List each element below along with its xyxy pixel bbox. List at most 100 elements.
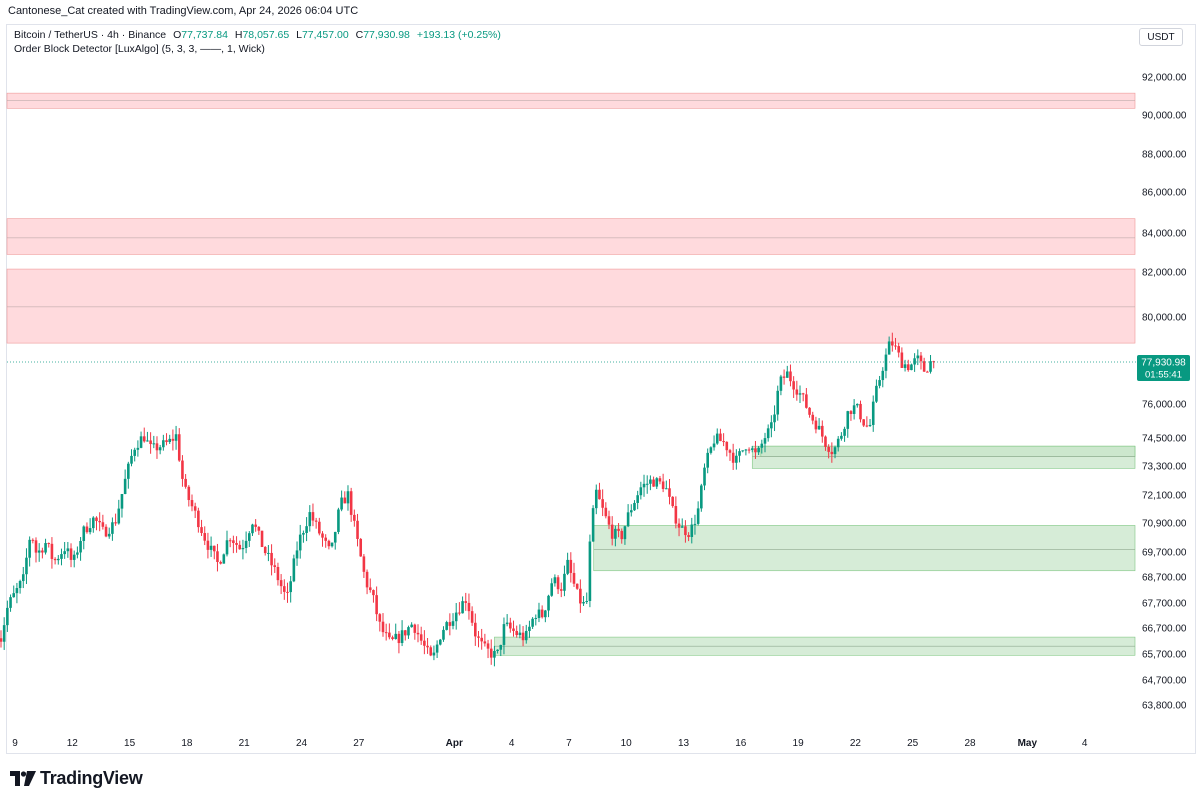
y-tick-label: 67,700.00 — [1142, 599, 1187, 610]
candle-body — [95, 517, 98, 521]
candle-body — [6, 607, 9, 626]
candle-body — [359, 538, 363, 557]
candle-body — [633, 502, 636, 511]
candle-body — [461, 601, 464, 614]
open-value: 77,737.84 — [181, 29, 228, 41]
candle-body — [728, 450, 732, 453]
candle-body — [910, 364, 913, 371]
candle-body — [620, 530, 624, 540]
candle-body — [566, 559, 569, 574]
bar-countdown: 01:55:41 — [1145, 370, 1182, 381]
low-label: L — [296, 29, 302, 41]
candle-body — [537, 609, 541, 618]
candle-body — [413, 624, 417, 633]
candle-body — [661, 481, 665, 489]
candle-body — [499, 644, 503, 650]
candle-body — [559, 589, 563, 591]
candle-body — [579, 588, 582, 604]
candle-body — [849, 411, 853, 414]
symbol-name[interactable]: Bitcoin / TetherUS · 4h · Binance — [14, 29, 167, 41]
candle-body — [594, 489, 598, 509]
candle-body — [891, 341, 894, 346]
candle-body — [206, 540, 210, 550]
candle-body — [719, 433, 722, 442]
candle-body — [776, 390, 780, 415]
candle-body — [865, 425, 869, 427]
close-label: C — [355, 29, 364, 41]
y-tick-label: 73,300.00 — [1142, 462, 1187, 473]
currency-selector[interactable]: USDT — [1139, 28, 1183, 46]
candle-body — [747, 449, 751, 451]
y-tick-label: 82,000.00 — [1142, 268, 1187, 279]
candle-body — [225, 540, 229, 555]
candle-body — [582, 602, 585, 604]
candle-body — [107, 533, 111, 537]
candle-body — [66, 548, 70, 552]
candle-body — [34, 540, 38, 553]
y-tick-label: 65,700.00 — [1142, 650, 1187, 661]
candle-body — [480, 637, 483, 642]
candle-body — [805, 394, 808, 408]
candle-body — [754, 448, 757, 453]
candle-body — [779, 376, 783, 391]
candle-body — [127, 463, 130, 479]
candle-body — [652, 479, 655, 487]
candle-body — [378, 614, 382, 622]
candle-body — [852, 405, 856, 414]
candle-body — [216, 551, 219, 562]
candle-body — [770, 422, 773, 429]
ohlc-row: Bitcoin / TetherUS · 4h · Binance O77,73… — [14, 28, 501, 42]
x-tick-label: 4 — [1082, 738, 1088, 749]
candle-body — [152, 443, 156, 445]
candle-body — [862, 419, 865, 426]
candle-body — [470, 611, 474, 623]
last-price-value: 77,930.98 — [1141, 358, 1186, 369]
candle-body — [493, 651, 496, 658]
candle-body — [165, 440, 168, 443]
x-tick-label: 21 — [239, 738, 251, 749]
candle-body — [700, 485, 703, 509]
candle-body — [926, 371, 929, 373]
candle-body — [53, 558, 57, 561]
candle-body — [671, 496, 674, 507]
candle-body — [509, 622, 512, 629]
last-price-label-box[interactable] — [1137, 355, 1190, 382]
candle-body — [337, 509, 340, 532]
candle-body — [626, 512, 630, 527]
candle-body — [735, 455, 738, 463]
candle-body — [228, 540, 232, 542]
indicator-name[interactable]: Order Block Detector [LuxAlgo] (5, 3, 3,… — [14, 43, 265, 55]
candle-body — [146, 440, 149, 442]
candle-body — [18, 581, 22, 589]
tradingview-logo[interactable]: TradingView — [10, 768, 143, 789]
candle-body — [906, 364, 910, 371]
candle-body — [489, 648, 493, 658]
candle-body — [162, 440, 165, 448]
candle-body — [432, 652, 436, 656]
candle-body — [486, 643, 490, 649]
y-tick-label: 88,000.00 — [1142, 150, 1187, 161]
candle-body — [684, 526, 687, 536]
candle-body — [528, 626, 531, 631]
y-tick-label: 70,900.00 — [1142, 519, 1187, 530]
candle-body — [238, 544, 242, 550]
candle-body — [830, 451, 834, 455]
candle-body — [757, 447, 760, 453]
candle-body — [738, 451, 741, 456]
candle-body — [922, 361, 926, 372]
candle-body — [900, 352, 904, 368]
x-tick-label: 9 — [12, 738, 18, 749]
candle-body — [881, 370, 885, 381]
candle-body — [894, 345, 897, 347]
candle-body — [82, 526, 86, 541]
candle-body — [782, 376, 786, 378]
candle-body — [795, 389, 799, 395]
candle-body — [798, 393, 802, 395]
candle-body — [193, 506, 197, 511]
candle-body — [311, 512, 315, 521]
time-axis: 9 12 15 18 21 24 27 Apr 4 7 10 13 16 19 22 25 28 May 4 — [12, 738, 1088, 749]
chart-legend: Bitcoin / TetherUS · 4h · Binance O77,73… — [14, 28, 501, 56]
candle-body — [283, 586, 286, 592]
candle-body — [604, 507, 608, 517]
